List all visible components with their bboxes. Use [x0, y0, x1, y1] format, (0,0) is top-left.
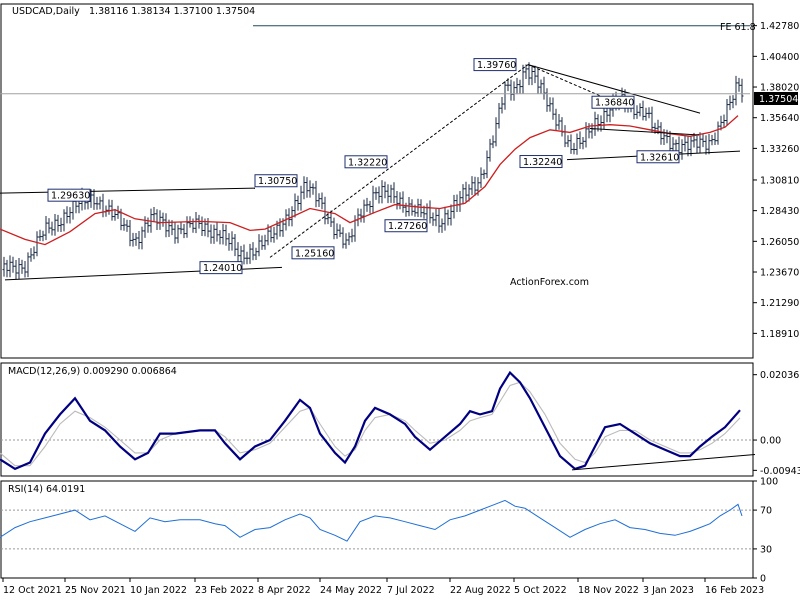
price-label: 1.27260 — [388, 221, 427, 232]
macd-title: MACD(12,26,9) 0.009290 0.006864 — [8, 366, 177, 377]
date-tick-label: 8 Apr 2022 — [258, 585, 311, 596]
price-label-box — [47, 188, 91, 202]
price-label-box — [199, 261, 243, 275]
panel-frame-0 — [0, 3, 754, 359]
macd-trend-line — [571, 453, 756, 471]
price-label: 1.36840 — [595, 98, 634, 109]
price-label-box — [591, 95, 635, 109]
panel-frame-1 — [0, 362, 754, 477]
trend-line-0 — [0, 187, 256, 194]
trend-line-5 — [269, 64, 529, 258]
trend-line-4 — [589, 128, 700, 136]
price-label: 1.29630 — [51, 191, 90, 202]
price-label-box — [384, 219, 428, 233]
price-tick-label: 1.21290 — [760, 298, 799, 309]
macd-tick-label: -0.009438 — [760, 466, 800, 477]
rsi-panel: 100 70 30 0 — [0, 477, 778, 585]
date-tick-label: 24 May 2022 — [320, 585, 382, 596]
rsi-tick-label: 70 — [760, 506, 772, 517]
price-labels: 1.29630 1.24010 1.30750 1.25160 1.32220 1.272… — [47, 58, 680, 275]
trend-line-3 — [527, 64, 701, 114]
macd-signal-line — [0, 381, 741, 467]
macd-main-line — [0, 370, 741, 471]
date-tick-label: 25 Nov 2021 — [65, 585, 126, 596]
price-label-box — [473, 58, 517, 72]
macd-tick-label: 0.02036 — [760, 370, 799, 381]
macd-tick-label: 0.00 — [760, 436, 781, 447]
price-tick-label: 1.26050 — [760, 237, 799, 248]
last-price-label: 1.37504 — [759, 94, 798, 105]
price-label-box — [291, 246, 335, 260]
date-tick-label: 18 Nov 2022 — [578, 585, 639, 596]
price-tick-label: 1.23670 — [760, 268, 799, 279]
price-label: 1.24010 — [203, 263, 242, 274]
price-bars — [2, 62, 744, 280]
date-tick-label: 5 Oct 2022 — [514, 585, 567, 596]
price-label: 1.32220 — [348, 157, 387, 168]
macd-panel: 0.02036 0.00 -0.009438 — [0, 370, 800, 477]
price-label: 1.30750 — [258, 176, 297, 187]
price-tick-label: 1.18910 — [760, 329, 799, 340]
chart-title: USDCAD,Daily — [12, 6, 80, 17]
date-axis: 12 Oct 2021 25 Nov 2021 10 Jan 2022 23 Feb … — [2, 578, 764, 596]
trend-lines — [0, 25, 750, 281]
price-tick-label: 1.40400 — [760, 52, 799, 63]
date-tick-label: 12 Oct 2021 — [3, 585, 62, 596]
price-label: 1.25160 — [295, 248, 334, 259]
price-tick-label: 1.28430 — [760, 206, 799, 217]
fe-label: FE 61.8 — [720, 22, 756, 33]
trend-line-6 — [527, 64, 626, 108]
date-tick-label: 7 Jul 2022 — [387, 585, 435, 596]
price-tick-label: 1.42780 — [760, 21, 799, 32]
price-label-box — [519, 155, 563, 169]
price-axis: 1.42780 1.40400 1.38020 1.35640 1.33260 1.308… — [753, 21, 799, 340]
price-label-box — [254, 174, 298, 188]
price-label: 1.32610 — [640, 152, 679, 163]
price-label-box — [344, 155, 388, 169]
ohlc-readout: 1.38116 1.38134 1.37100 1.37504 — [89, 6, 255, 17]
rsi-line — [0, 499, 743, 542]
price-tick-label: 1.33260 — [760, 144, 799, 155]
price-label: 1.32240 — [523, 157, 562, 168]
price-label: 1.39760 — [477, 60, 516, 71]
watermark: ActionForex.com — [510, 277, 589, 288]
moving-average-line — [0, 115, 739, 246]
rsi-tick-label: 0 — [760, 574, 766, 585]
price-tick-label: 1.35640 — [760, 113, 799, 124]
date-tick-label: 22 Aug 2022 — [450, 585, 511, 596]
price-tick-label: 1.38020 — [760, 83, 799, 94]
price-tick-label: 1.30810 — [760, 175, 799, 186]
panel-frames — [0, 3, 754, 579]
rsi-tick-label: 30 — [760, 544, 772, 555]
date-tick-label: 23 Feb 2022 — [195, 585, 254, 596]
panel-frame-2 — [0, 480, 754, 579]
price-label-box — [636, 150, 680, 164]
rsi-tick-label: 100 — [760, 477, 778, 488]
last-price-box — [754, 92, 798, 105]
rsi-title: RSI(14) 64.0191 — [8, 484, 85, 495]
date-tick-label: 10 Jan 2022 — [130, 585, 187, 596]
date-tick-label: 16 Feb 2023 — [705, 585, 764, 596]
date-tick-label: 3 Jan 2023 — [643, 585, 694, 596]
